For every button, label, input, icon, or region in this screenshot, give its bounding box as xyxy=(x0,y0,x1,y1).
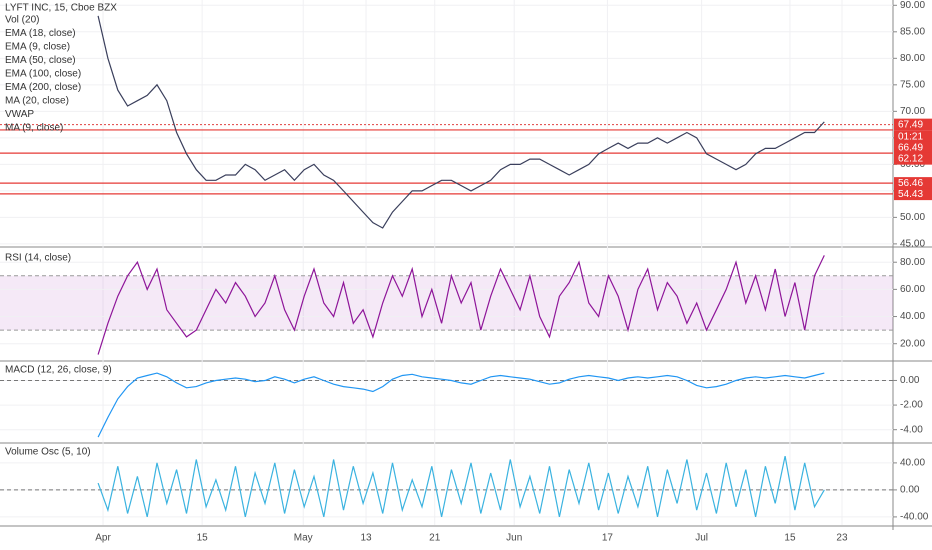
x-tick-label: Jul xyxy=(695,533,708,544)
legend-entry: EMA (50, close) xyxy=(5,55,76,66)
pane-title: MACD (12, 26, close, 9) xyxy=(5,365,112,376)
y-tick-label: 20.00 xyxy=(900,338,925,349)
level-label-box xyxy=(894,141,932,154)
countdown-box xyxy=(894,130,932,143)
level-label: 54.43 xyxy=(898,189,923,200)
y-tick-label: 45.00 xyxy=(900,239,925,250)
legend-entry: EMA (200, close) xyxy=(5,82,81,93)
level-label-box xyxy=(894,177,932,190)
legend-entry: MA (9, close) xyxy=(5,123,63,134)
level-label: 62.12 xyxy=(898,153,923,164)
x-tick-label: May xyxy=(294,533,313,544)
x-tick-label: 17 xyxy=(602,533,614,544)
pane-title: Volume Osc (5, 10) xyxy=(5,447,91,458)
y-tick-label: 0.00 xyxy=(900,375,920,386)
y-tick-label: -2.00 xyxy=(900,400,923,411)
legend-entry: Vol (20) xyxy=(5,15,39,26)
x-tick-label: Jun xyxy=(506,533,522,544)
y-tick-label: 80.00 xyxy=(900,53,925,64)
y-tick-label: 0.00 xyxy=(900,485,920,496)
legend-entry: EMA (100, close) xyxy=(5,69,81,80)
legend-entry: MA (20, close) xyxy=(5,96,69,107)
legend-entry: EMA (9, close) xyxy=(5,42,70,53)
y-tick-label: 70.00 xyxy=(900,106,925,117)
y-tick-label: 50.00 xyxy=(900,212,925,223)
y-tick-label: 60.00 xyxy=(900,284,925,295)
series-line xyxy=(97,455,825,518)
x-tick-label: Apr xyxy=(95,533,111,544)
legend-entry: EMA (18, close) xyxy=(5,28,76,39)
y-tick-label: -40.00 xyxy=(900,512,929,523)
level-label: 56.46 xyxy=(898,178,923,189)
series-line xyxy=(97,255,825,355)
y-tick-label: 75.00 xyxy=(900,79,925,90)
x-tick-label: 13 xyxy=(360,533,372,544)
x-tick-label: 15 xyxy=(784,533,796,544)
x-tick-label: 23 xyxy=(836,533,848,544)
level-label-box xyxy=(894,118,932,131)
y-tick-label: 40.00 xyxy=(900,458,925,469)
level-label-box xyxy=(894,188,932,201)
level-label: 66.49 xyxy=(898,142,923,153)
x-tick-label: 21 xyxy=(429,533,441,544)
countdown: 01:21 xyxy=(898,131,923,142)
series-line xyxy=(97,15,825,229)
y-tick-label: 80.00 xyxy=(900,257,925,268)
legend-entry: VWAP xyxy=(5,109,34,120)
y-tick-label: 40.00 xyxy=(900,311,925,322)
level-label: 67.49 xyxy=(898,119,923,130)
y-tick-label: 85.00 xyxy=(900,26,925,37)
pane-title: RSI (14, close) xyxy=(5,253,71,264)
x-tick-label: 15 xyxy=(197,533,209,544)
pane-title: LYFT INC, 15, Cboe BZX xyxy=(5,3,117,14)
y-tick-label: -4.00 xyxy=(900,424,923,435)
level-label-box xyxy=(894,152,932,165)
y-tick-label: 90.00 xyxy=(900,0,925,11)
rsi-band xyxy=(0,275,893,331)
series-line xyxy=(97,372,825,438)
